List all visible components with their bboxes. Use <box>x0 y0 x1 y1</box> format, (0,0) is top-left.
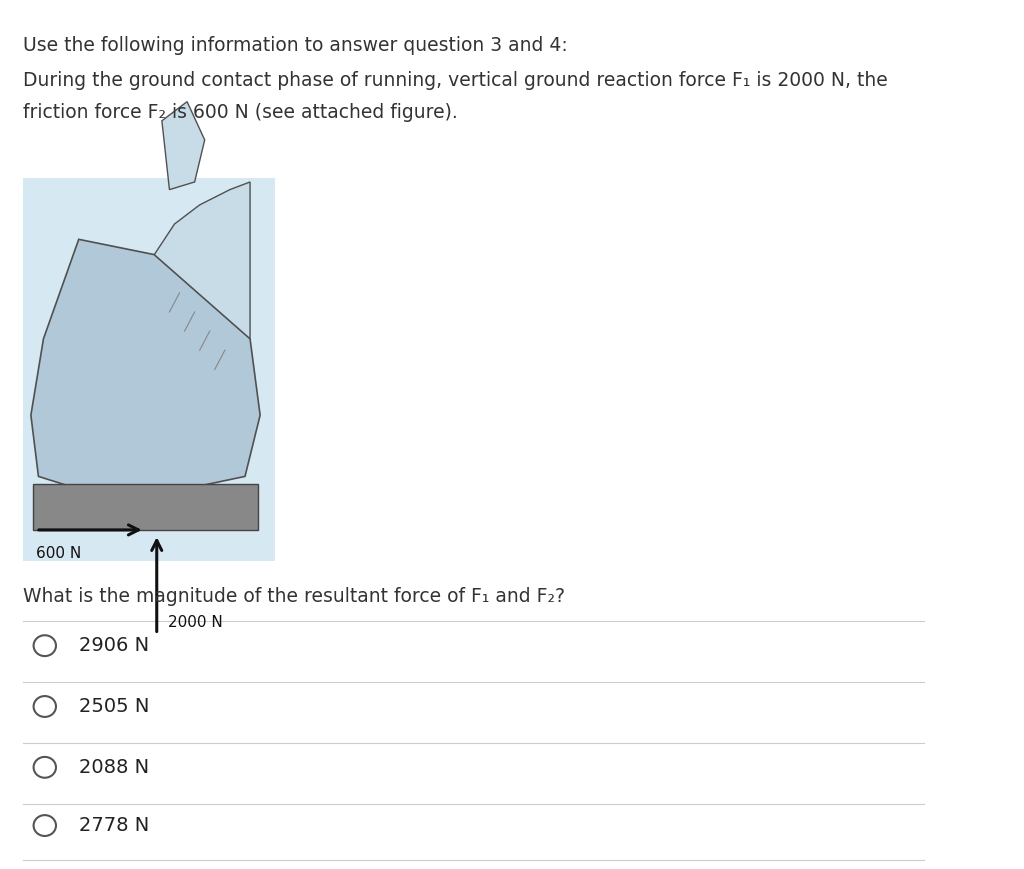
Text: During the ground contact phase of running, vertical ground reaction force F₁ is: During the ground contact phase of runni… <box>24 71 888 90</box>
Text: 2505 N: 2505 N <box>79 697 150 716</box>
Text: 2778 N: 2778 N <box>79 816 150 835</box>
Text: 2088 N: 2088 N <box>79 758 150 777</box>
Text: friction force F₂ is 600 N (see attached figure).: friction force F₂ is 600 N (see attached… <box>24 103 458 122</box>
Text: Use the following information to answer question 3 and 4:: Use the following information to answer … <box>24 36 568 56</box>
Text: 2906 N: 2906 N <box>79 636 150 655</box>
Bar <box>24 178 275 561</box>
Polygon shape <box>34 484 258 530</box>
Polygon shape <box>155 182 250 339</box>
Text: What is the magnitude of the resultant force of F₁ and F₂?: What is the magnitude of the resultant f… <box>24 587 565 606</box>
Text: 2000 N: 2000 N <box>168 615 222 630</box>
Text: 600 N: 600 N <box>36 546 81 561</box>
Polygon shape <box>31 239 260 495</box>
Polygon shape <box>162 102 205 189</box>
